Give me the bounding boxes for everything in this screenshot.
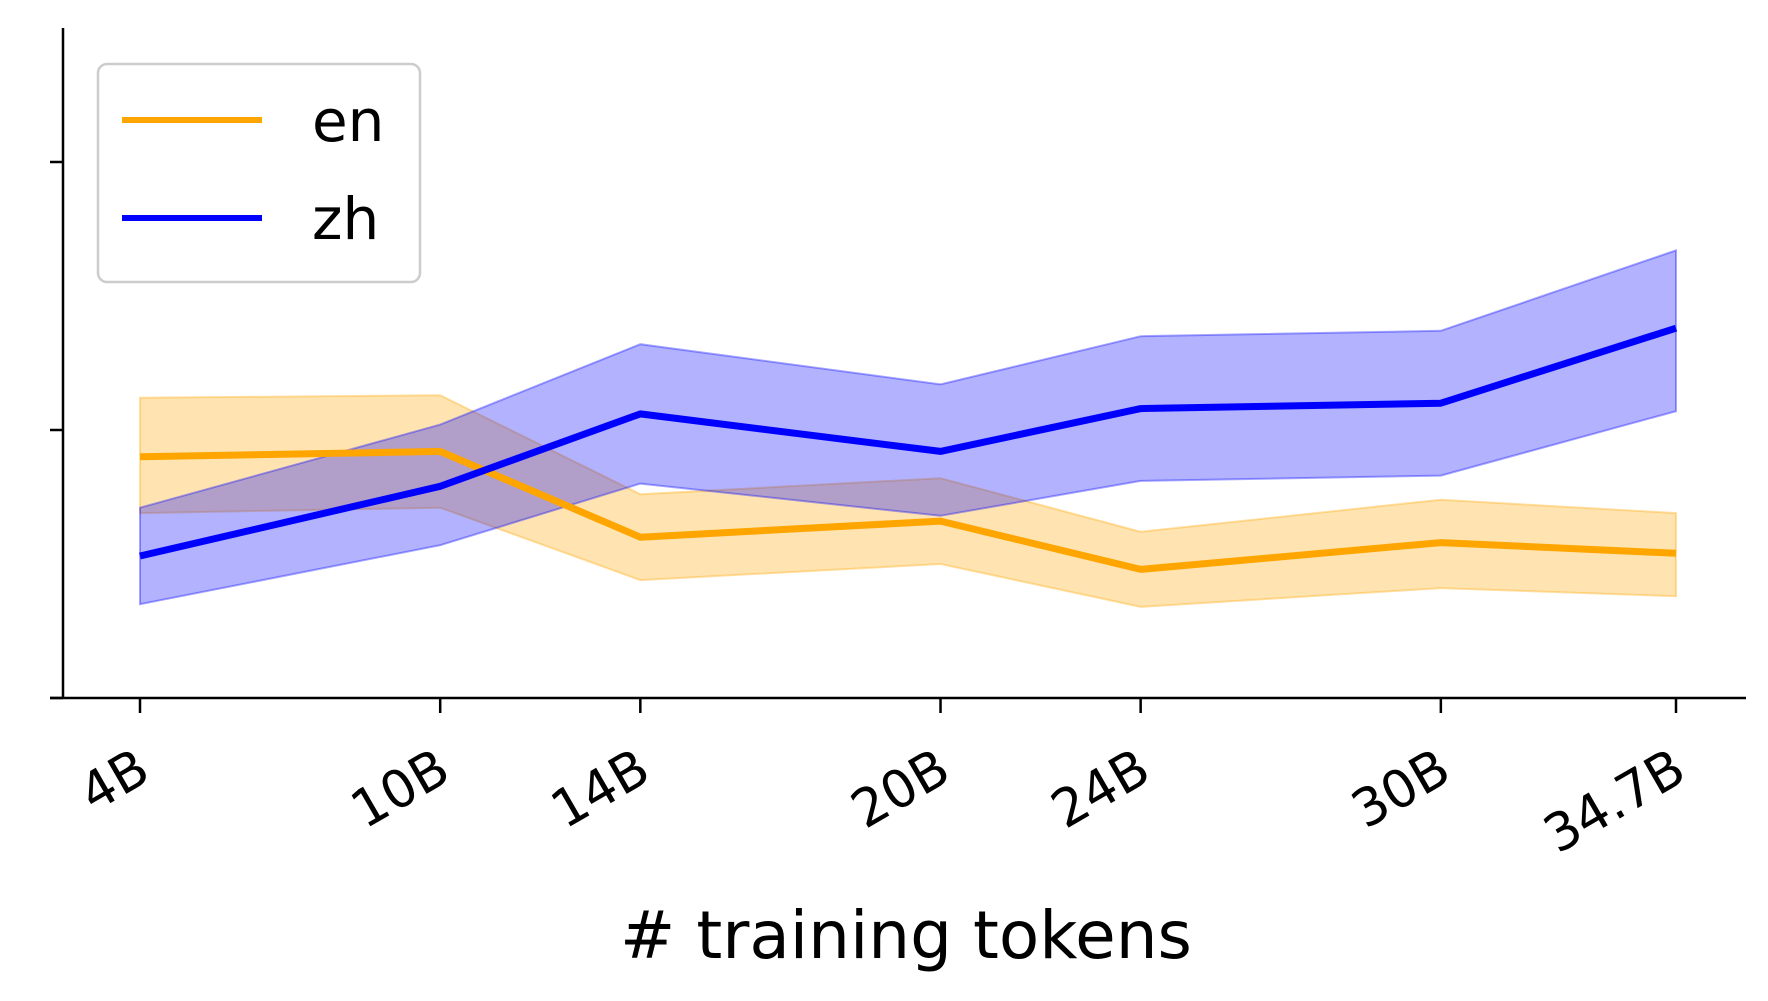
x-tick-label-1: 10B <box>341 738 459 841</box>
x-axis-title: # training tokens <box>620 897 1192 974</box>
x-tick-label-6: 34.7B <box>1534 738 1695 866</box>
line-zh <box>139 324 1678 560</box>
x-tick-label-2: 14B <box>541 738 659 841</box>
line-en <box>139 447 1677 573</box>
axes <box>50 28 1746 700</box>
x-tick-label-4: 24B <box>1042 738 1160 841</box>
confidence-bands <box>139 249 1677 608</box>
x-tick-label-3: 20B <box>842 738 960 841</box>
series-lines <box>139 324 1678 573</box>
y-ticks <box>50 160 63 700</box>
x-ticks: 4B 10B 14B 20B 24B 30B 34.7B <box>70 698 1695 866</box>
x-tick-label-5: 30B <box>1342 738 1460 841</box>
x-tick-label-0: 4B <box>70 738 160 824</box>
legend-label-zh: zh <box>312 185 379 253</box>
legend: en zh <box>96 62 422 284</box>
legend-label-en: en <box>312 87 384 155</box>
band-zh <box>139 249 1677 606</box>
